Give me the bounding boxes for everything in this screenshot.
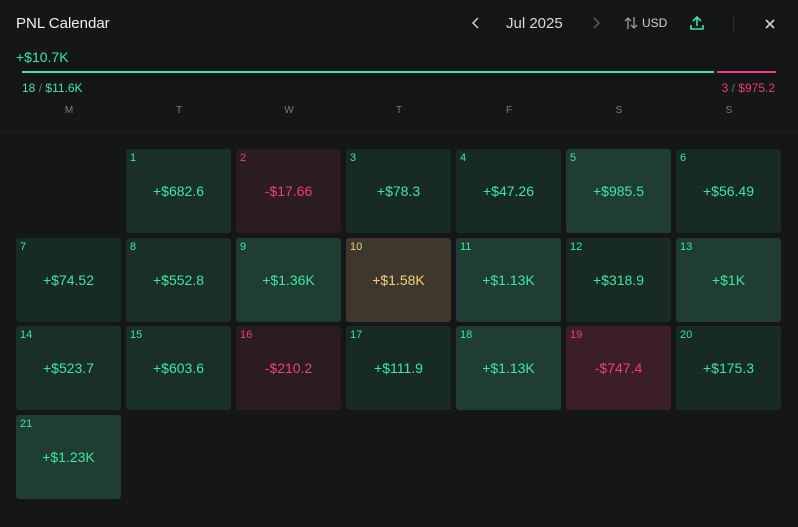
swap-vertical-icon (624, 17, 638, 29)
day-cell[interactable]: 18 +$1.13K (456, 326, 561, 410)
day-number: 19 (570, 329, 583, 341)
day-cell[interactable]: 21 +$1.23K (16, 415, 121, 499)
day-pnl: -$17.66 (264, 183, 313, 199)
day-number: 10 (350, 241, 363, 253)
day-number: 11 (460, 241, 472, 253)
day-cell[interactable]: 11 +$1.13K (456, 238, 561, 322)
day-cell[interactable]: 14 +$523.7 (16, 326, 121, 410)
day-number: 5 (570, 152, 577, 164)
close-button[interactable] (761, 14, 779, 34)
weekday-label: F (505, 105, 513, 116)
negative-days-summary: 3 / $975.2 (722, 81, 775, 95)
day-pnl: +$47.26 (483, 183, 534, 199)
day-cell[interactable]: 2 -$17.66 (236, 149, 341, 233)
negative-days-bar (717, 71, 776, 73)
weekday-header: M T W T F S S (14, 105, 784, 119)
day-cell[interactable]: 6 +$56.49 (676, 149, 781, 233)
positive-days-bar (22, 71, 714, 73)
weekday-label: M (64, 105, 74, 116)
chevron-right-icon (593, 17, 601, 29)
day-number: 20 (680, 329, 693, 341)
day-pnl: +$318.9 (593, 272, 644, 288)
day-number: 18 (460, 329, 473, 341)
export-button[interactable] (688, 13, 706, 33)
day-pnl: +$175.3 (703, 360, 754, 376)
day-number: 6 (680, 152, 687, 164)
day-pnl: +$1K (711, 272, 746, 288)
day-number: 21 (20, 418, 33, 430)
positive-days-summary: 18 / $11.6K (22, 81, 83, 95)
day-cell[interactable]: 20 +$175.3 (676, 326, 781, 410)
day-number: 3 (350, 152, 357, 164)
day-pnl: +$985.5 (593, 183, 644, 199)
weekday-label: S (725, 105, 733, 116)
day-pnl: -$210.2 (264, 360, 313, 376)
day-cell[interactable]: 19 -$747.4 (566, 326, 671, 410)
day-pnl: +$1.13K (482, 360, 535, 376)
day-cell[interactable]: 12 +$318.9 (566, 238, 671, 322)
day-cell[interactable]: 13 +$1K (676, 238, 781, 322)
day-pnl: +$74.52 (43, 272, 94, 288)
day-pnl: +$78.3 (376, 183, 421, 199)
day-pnl: +$1.58K (372, 272, 425, 288)
weekday-label: S (615, 105, 623, 116)
positive-days-amount: $11.6K (45, 81, 83, 95)
day-cell-best[interactable]: 10 +$1.58K (346, 238, 451, 322)
close-icon (765, 19, 775, 29)
day-pnl: +$552.8 (153, 272, 204, 288)
day-cell[interactable]: 16 -$210.2 (236, 326, 341, 410)
day-number: 13 (680, 241, 693, 253)
separator: / (38, 81, 43, 95)
day-pnl: +$682.6 (153, 183, 204, 199)
negative-days-amount: $975.2 (738, 81, 775, 95)
weekday-label: W (284, 105, 294, 116)
day-number: 17 (350, 329, 363, 341)
day-number: 16 (240, 329, 253, 341)
currency-label: USD (642, 16, 668, 30)
day-pnl: +$1.36K (262, 272, 315, 288)
day-pnl: -$747.4 (594, 360, 643, 376)
day-cell[interactable]: 3 +$78.3 (346, 149, 451, 233)
weekday-label: T (175, 105, 183, 116)
negative-days-count: 3 (721, 81, 729, 95)
current-month: Jul 2025 (506, 15, 563, 32)
chevron-left-icon (471, 17, 479, 29)
day-pnl: +$1.13K (482, 272, 535, 288)
day-cell[interactable]: 1 +$682.6 (126, 149, 231, 233)
upload-icon (690, 15, 704, 30)
day-number: 15 (130, 329, 143, 341)
day-number: 14 (20, 329, 33, 341)
day-cell[interactable]: 17 +$111.9 (346, 326, 451, 410)
day-number: 9 (240, 241, 247, 253)
header-divider (733, 15, 734, 33)
day-pnl: +$603.6 (153, 360, 204, 376)
day-cell[interactable]: 5 +$985.5 (566, 149, 671, 233)
day-pnl: +$56.49 (703, 183, 754, 199)
weekday-label: T (395, 105, 403, 116)
day-number: 2 (240, 152, 247, 164)
header: PNL Calendar Jul 2025 USD (0, 0, 798, 48)
day-cell[interactable]: 7 +$74.52 (16, 238, 121, 322)
day-number: 1 (130, 152, 137, 164)
day-pnl: +$1.23K (42, 449, 95, 465)
day-number: 8 (130, 241, 137, 253)
day-pnl: +$111.9 (374, 360, 423, 376)
header-separator (0, 131, 798, 132)
currency-toggle[interactable]: USD (624, 13, 667, 33)
day-number: 12 (570, 241, 583, 253)
positive-days-count: 18 (22, 81, 36, 95)
separator: / (731, 81, 735, 95)
page-title: PNL Calendar (16, 15, 110, 32)
day-pnl: +$523.7 (43, 360, 94, 376)
next-month-button[interactable] (588, 13, 604, 33)
previous-month-button[interactable] (468, 13, 484, 33)
day-cell[interactable]: 9 +$1.36K (236, 238, 341, 322)
day-cell[interactable]: 8 +$552.8 (126, 238, 231, 322)
day-number: 4 (460, 152, 467, 164)
total-pnl: +$10.7K (16, 49, 69, 65)
day-number: 7 (20, 241, 27, 253)
day-cell[interactable]: 15 +$603.6 (126, 326, 231, 410)
day-cell[interactable]: 4 +$47.26 (456, 149, 561, 233)
